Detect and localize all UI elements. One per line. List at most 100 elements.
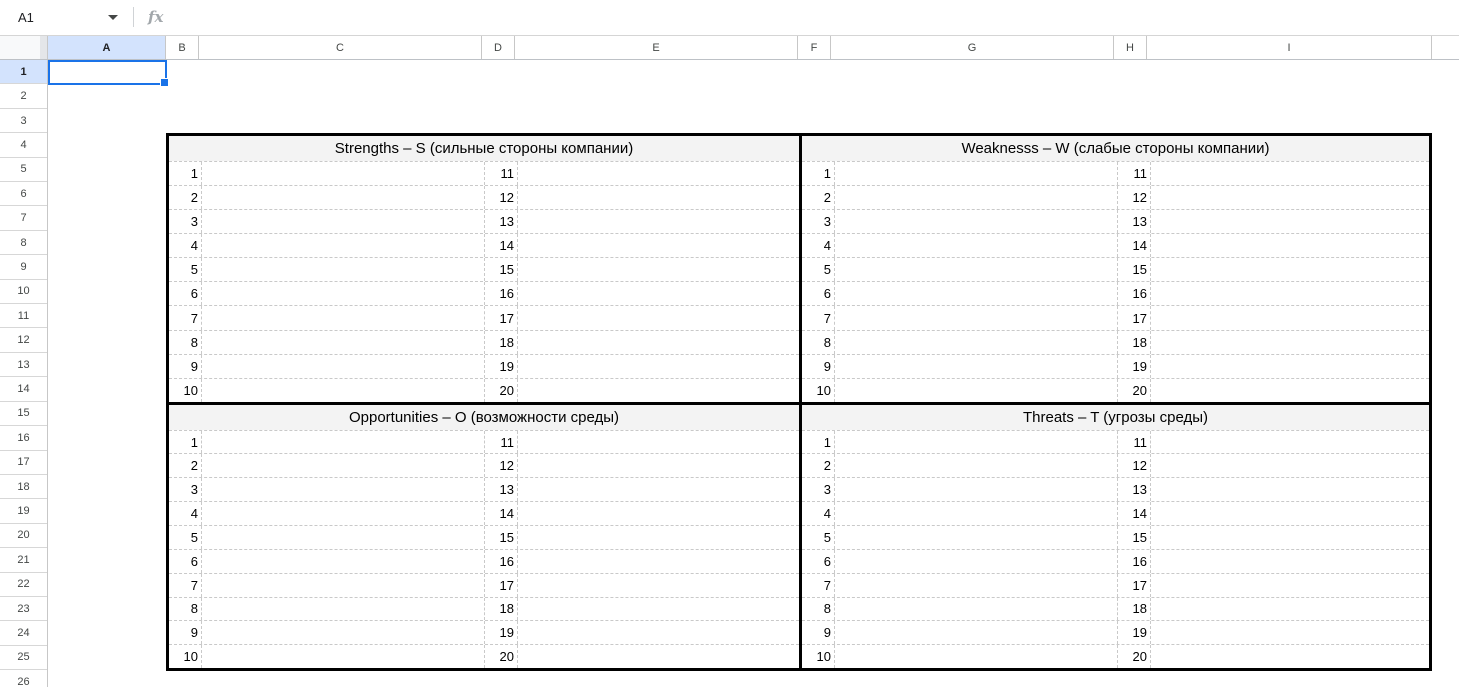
cell-number[interactable]: 1 [802,430,835,454]
column-header-i[interactable]: I [1147,36,1432,59]
cell-number[interactable]: 6 [802,549,835,573]
cell-number[interactable]: 11 [485,161,518,185]
cell-empty[interactable] [518,379,799,402]
cell-empty[interactable] [835,573,1118,597]
cell-empty[interactable] [1151,355,1429,378]
cell-empty[interactable] [1151,550,1429,573]
row-header-12[interactable]: 12 [0,328,47,353]
cell-empty[interactable] [1151,454,1429,477]
cell-number[interactable]: 12 [1118,454,1151,478]
cell-number[interactable]: 19 [1118,354,1151,378]
cell-empty[interactable] [1151,306,1429,329]
cell-number[interactable]: 15 [485,525,518,549]
cell-number[interactable]: 19 [1118,621,1151,645]
cell-number[interactable]: 6 [169,282,202,306]
cell-number[interactable]: 1 [169,161,202,185]
cell-number[interactable]: 19 [485,621,518,645]
cell-number[interactable]: 17 [485,573,518,597]
cell-number[interactable]: 11 [485,430,518,454]
cell-empty[interactable] [835,209,1118,234]
cell-empty[interactable] [835,282,1118,306]
cell-number[interactable]: 13 [485,209,518,234]
row-header-1[interactable]: 1 [0,60,47,85]
cell-empty[interactable] [202,621,485,645]
cell-empty[interactable] [518,162,799,185]
cell-empty[interactable] [835,645,1118,669]
cell-empty[interactable] [518,306,799,329]
cell-empty[interactable] [835,161,1118,185]
cell-number[interactable]: 20 [485,645,518,669]
row-header-23[interactable]: 23 [0,597,47,622]
cell-number[interactable]: 14 [1118,234,1151,258]
cell-empty[interactable] [202,525,485,549]
cell-number[interactable]: 15 [485,258,518,282]
cell-number[interactable]: 10 [802,378,835,402]
row-header-13[interactable]: 13 [0,353,47,378]
cell-empty[interactable] [835,378,1118,402]
cell-empty[interactable] [518,550,799,573]
row-header-18[interactable]: 18 [0,475,47,500]
cell-number[interactable]: 10 [169,645,202,669]
column-header-a[interactable]: A [48,36,166,59]
cell-empty[interactable] [202,282,485,306]
cell-number[interactable]: 5 [169,525,202,549]
cell-number[interactable]: 18 [485,330,518,354]
cell-empty[interactable] [835,478,1118,502]
column-header-d[interactable]: D [482,36,515,59]
cell-number[interactable]: 15 [1118,258,1151,282]
cell-number[interactable]: 1 [802,161,835,185]
cell-number[interactable]: 5 [802,258,835,282]
cell-empty[interactable] [202,430,485,454]
cell-number[interactable]: 12 [1118,185,1151,209]
cell-number[interactable]: 2 [802,454,835,478]
cell-number[interactable]: 20 [1118,378,1151,402]
row-header-7[interactable]: 7 [0,206,47,231]
cell-empty[interactable] [518,186,799,209]
cell-empty[interactable] [1151,574,1429,597]
cell-empty[interactable] [518,574,799,597]
cell-number[interactable]: 2 [802,185,835,209]
row-header-10[interactable]: 10 [0,280,47,305]
cell-empty[interactable] [1151,431,1429,454]
cell-empty[interactable] [518,258,799,281]
cell-number[interactable]: 10 [169,378,202,402]
cell-number[interactable]: 14 [485,234,518,258]
cell-empty[interactable] [1151,162,1429,185]
cell-number[interactable]: 6 [802,282,835,306]
row-header-2[interactable]: 2 [0,84,47,109]
cell-empty[interactable] [518,234,799,257]
cell-number[interactable]: 7 [169,573,202,597]
cell-empty[interactable] [1151,478,1429,501]
cell-empty[interactable] [1151,234,1429,257]
cell-empty[interactable] [1151,258,1429,281]
cell-empty[interactable] [835,258,1118,282]
row-header-9[interactable]: 9 [0,255,47,280]
cell-empty[interactable] [518,645,799,668]
cell-number[interactable]: 8 [169,597,202,621]
cell-number[interactable]: 3 [169,209,202,234]
cell-empty[interactable] [202,330,485,354]
cell-number[interactable]: 13 [485,478,518,502]
cell-empty[interactable] [518,526,799,549]
cell-number[interactable]: 17 [485,306,518,330]
cell-empty[interactable] [1151,526,1429,549]
row-header-4[interactable]: 4 [0,133,47,158]
cell-empty[interactable] [202,478,485,502]
cell-number[interactable]: 13 [1118,209,1151,234]
cell-number[interactable]: 19 [485,354,518,378]
row-header-14[interactable]: 14 [0,377,47,402]
row-header-8[interactable]: 8 [0,231,47,256]
cell-number[interactable]: 17 [1118,306,1151,330]
cell-empty[interactable] [518,210,799,233]
cell-empty[interactable] [835,306,1118,330]
cell-number[interactable]: 5 [169,258,202,282]
cell-empty[interactable] [202,573,485,597]
cell-empty[interactable] [202,161,485,185]
cell-empty[interactable] [202,209,485,234]
cell-number[interactable]: 3 [802,209,835,234]
cell-number[interactable]: 7 [802,573,835,597]
name-box[interactable]: A1 [0,0,132,34]
cell-number[interactable]: 20 [485,378,518,402]
cell-number[interactable]: 18 [1118,597,1151,621]
cell-number[interactable]: 11 [1118,161,1151,185]
